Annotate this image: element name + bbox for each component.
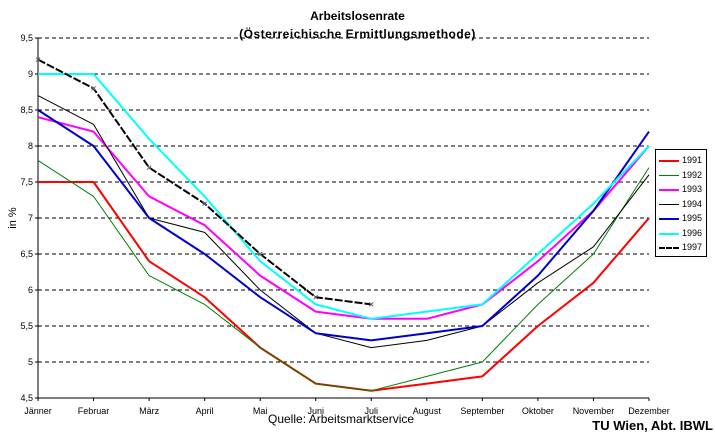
legend-item: 1991 (659, 154, 707, 166)
legend-item: 1994 (659, 198, 707, 210)
y-tick-label: 6 (28, 285, 33, 295)
source-note: Quelle: Arbeitsmarktservice (268, 412, 415, 426)
legend-swatch (659, 218, 679, 220)
y-tick-label: 8 (28, 141, 33, 151)
series-line-1992 (37, 159, 650, 392)
data-point-1997 (35, 57, 41, 62)
chart-legend: 1991 1992 1993 1994 1995 1996 1997 (655, 149, 707, 257)
data-point-1997 (368, 302, 374, 307)
legend-swatch (659, 189, 679, 191)
y-axis-label: in % (7, 207, 19, 229)
x-tick-label: Jänner (24, 406, 52, 416)
legend-item: 1995 (659, 212, 707, 224)
x-tick-label: Juni (307, 406, 324, 416)
legend-swatch (659, 247, 679, 249)
legend-item: 1993 (659, 183, 707, 195)
x-tick-label: März (139, 406, 159, 416)
credit-note: TU Wien, Abt. IBWL (592, 418, 713, 433)
legend-swatch (659, 174, 679, 176)
y-tick-label: 9,5 (20, 33, 33, 43)
data-point-1997 (146, 165, 152, 170)
y-tick-label: 8,5 (20, 105, 33, 115)
axes (35, 37, 650, 401)
x-tick-label: September (460, 406, 504, 416)
y-tick-label: 5 (28, 357, 33, 367)
x-tick-label: April (196, 406, 214, 416)
legend-swatch (659, 160, 679, 162)
data-point-1997 (91, 86, 96, 91)
legend-swatch (659, 203, 679, 205)
x-tick-label: Dezember (628, 406, 670, 416)
x-tick-label: November (573, 406, 615, 416)
legend-label: 1993 (682, 184, 703, 194)
series-line-1993 (37, 116, 650, 320)
x-tick-label: Juli (365, 406, 379, 416)
legend-label: 1994 (682, 198, 703, 209)
y-tick-label: 9 (28, 69, 33, 79)
x-tick-label: Mai (253, 406, 268, 416)
legend-label: 1991 (682, 155, 703, 165)
y-tick-label: 4,5 (20, 393, 33, 403)
y-tick-label: 6,5 (20, 249, 33, 259)
x-tick-label: Februar (78, 406, 110, 416)
series-lines (35, 57, 650, 392)
legend-item: 1997 (659, 241, 707, 253)
legend-label: 1996 (682, 227, 703, 238)
data-point-1997 (313, 294, 319, 300)
legend-label: 1995 (682, 213, 703, 223)
series-line-1996 (38, 73, 650, 320)
y-tick-label: 7,5 (20, 177, 33, 187)
legend-label: 1997 (682, 242, 703, 252)
series-line-1994 (37, 95, 650, 349)
chart-title: Arbeitslosenrate (310, 9, 405, 23)
legend-label: 1992 (682, 169, 703, 180)
tick-labels: 4,5 5 5,5 6 6,5 7 7,5 8 8,5 9 9,5 Jänner Februar März… (7, 33, 670, 416)
legend-swatch (659, 232, 679, 235)
grid-lines (38, 37, 649, 363)
y-tick-label: 7 (28, 213, 33, 223)
data-point-1997 (257, 251, 263, 257)
legend-item: 1992 (659, 169, 707, 181)
y-tick-label: 5,5 (20, 321, 33, 331)
series-line-1995 (37, 109, 650, 342)
data-point-1997 (202, 201, 207, 206)
x-tick-label: August (413, 406, 442, 416)
legend-item: 1996 (659, 227, 707, 239)
x-tick-label: Oktober (522, 406, 554, 416)
